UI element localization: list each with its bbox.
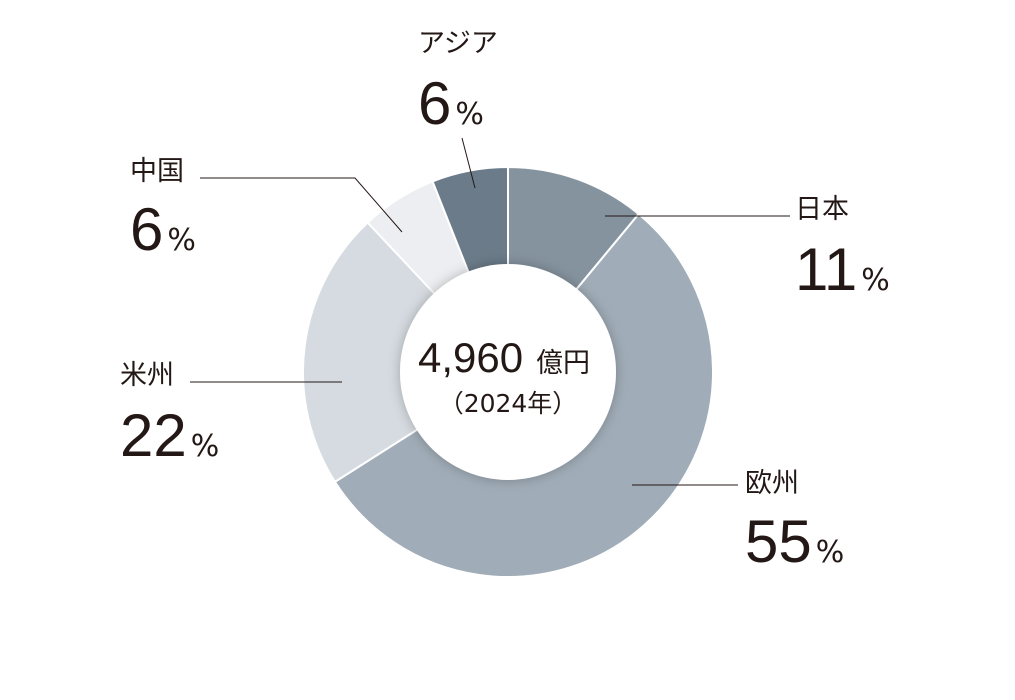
- value-unit: %: [167, 223, 196, 258]
- value-unit: %: [861, 263, 890, 298]
- label-name: 米州: [120, 360, 174, 391]
- label-name: 日本: [795, 194, 849, 225]
- value-unit: %: [816, 535, 845, 570]
- label-name: 欧州: [745, 468, 799, 499]
- value-unit: %: [455, 97, 484, 132]
- value-label: 55: [745, 508, 812, 575]
- value-unit: %: [191, 429, 220, 464]
- value-label: 6: [130, 196, 163, 263]
- value-label: 6: [418, 70, 451, 137]
- label-name: 中国: [130, 156, 184, 187]
- value-label: 22: [120, 402, 187, 469]
- center-unit: 億円: [536, 348, 590, 379]
- center-value: 4,960: [418, 334, 523, 381]
- center-note: （2024年）: [439, 389, 578, 418]
- leader-line: [200, 177, 403, 233]
- leader-line: [461, 137, 476, 189]
- donut-hole: [400, 264, 616, 480]
- label-name: アジア: [418, 28, 498, 59]
- value-label: 11: [795, 236, 857, 303]
